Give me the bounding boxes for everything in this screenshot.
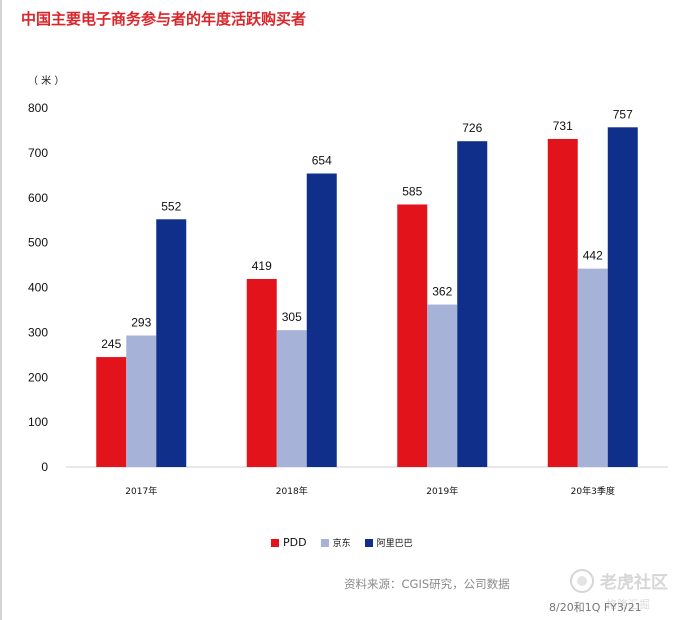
bar-value-label: 362 — [432, 285, 452, 299]
y-tick-label: 700 — [28, 146, 48, 160]
legend-item-jd: 京东 — [320, 536, 351, 549]
legend: PDD 京东 阿里巴巴 — [271, 536, 427, 549]
bar-pdd — [397, 204, 428, 467]
left-border — [0, 0, 2, 620]
x-tick-label: 2019年 — [426, 485, 458, 497]
watermark-brand: 老虎社区 — [600, 573, 668, 593]
legend-swatch-jd — [320, 538, 329, 547]
bar-jd — [427, 304, 458, 467]
bar-pdd — [96, 357, 127, 467]
bar-value-label: 731 — [553, 119, 573, 133]
chart-title: 中国主要电子商务参与者的年度活跃购买者 — [21, 10, 307, 28]
bar-value-label: 245 — [101, 337, 121, 351]
watermark-sub: 格隆汇掘 — [606, 598, 650, 611]
footnote: 8/20和1Q FY3/21 — [549, 601, 642, 614]
bar-pdd — [547, 138, 578, 467]
legend-label-pdd: PDD — [283, 536, 307, 549]
y-tick-label: 500 — [28, 236, 48, 250]
watermark-logo-icon — [570, 568, 594, 593]
bar-value-label: 442 — [583, 249, 603, 263]
legend-swatch-pdd — [271, 538, 279, 547]
x-tick-label: 2018年 — [276, 485, 308, 497]
bar-alibaba — [607, 127, 638, 467]
bar-value-label: 305 — [282, 310, 302, 324]
bar-value-label: 757 — [613, 107, 633, 121]
source-note: 资料来源：CGIS研究，公司数据 — [344, 577, 510, 591]
bar-pdd — [246, 278, 277, 467]
y-tick-label: 200 — [28, 370, 48, 384]
bar-value-label: 585 — [402, 184, 422, 198]
y-tick-label: 300 — [28, 325, 48, 339]
bar-alibaba — [306, 173, 337, 467]
bar-alibaba — [457, 141, 488, 467]
legend-item-alibaba: 阿里巴巴 — [364, 536, 413, 549]
legend-label-jd: 京东 — [332, 539, 351, 549]
y-axis-unit-label: （ 米 ） — [28, 74, 64, 87]
bar-alibaba — [156, 219, 187, 467]
legend-swatch-alibaba — [364, 538, 373, 547]
bar-value-label: 726 — [462, 121, 482, 135]
bar-jd — [276, 330, 307, 467]
x-tick-label: 2017年 — [125, 485, 157, 497]
y-tick-label: 600 — [28, 191, 48, 205]
bar-value-label: 552 — [161, 199, 181, 213]
y-tick-label: 400 — [28, 281, 48, 295]
x-tick-label: 20年3季度 — [571, 485, 615, 497]
bar-jd — [577, 268, 608, 467]
y-tick-label: 100 — [28, 415, 48, 429]
watermark: 老虎社区 — [570, 568, 668, 593]
bar-value-label: 654 — [312, 154, 332, 168]
legend-item-pdd: PDD — [271, 536, 307, 549]
bar-value-label: 293 — [131, 316, 151, 330]
bar-value-label: 419 — [252, 259, 272, 273]
bar-jd — [126, 335, 157, 467]
y-tick-label: 800 — [28, 101, 48, 115]
y-tick-label: 0 — [41, 460, 48, 474]
legend-label-alibaba: 阿里巴巴 — [376, 539, 413, 549]
